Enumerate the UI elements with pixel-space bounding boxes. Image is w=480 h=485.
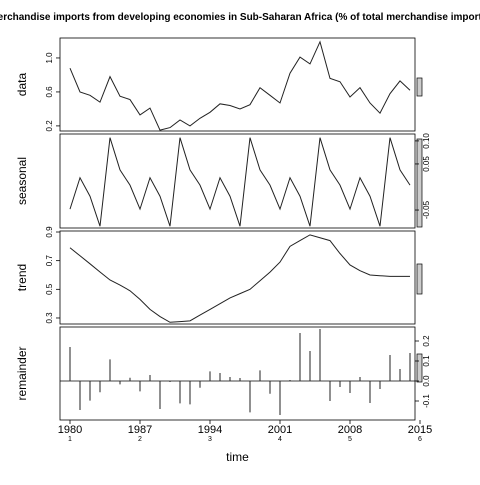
cycle-label: 3: [208, 436, 212, 443]
y-tick-label: 0.3: [45, 312, 54, 324]
y-tick-label: 0.0: [422, 375, 431, 387]
panel-frame: [59, 326, 416, 421]
scale-bar: [416, 77, 423, 97]
x-tick-label: 1994: [198, 424, 222, 436]
y-tick-label: 0.1: [422, 355, 431, 367]
x-tick-label: 2015: [408, 424, 432, 436]
y-tick-label: 0.05: [422, 156, 431, 172]
y-tick-label: 0.2: [45, 120, 54, 132]
cycle-label: 2: [138, 436, 142, 443]
y-axis-label: seasonal: [15, 157, 29, 205]
scale-bar: [416, 353, 423, 383]
panel-frame: [59, 133, 416, 229]
y-tick-label: 1.0: [45, 52, 54, 64]
scale-bar: [416, 263, 423, 295]
scale-bar: [416, 138, 423, 228]
series-line: [69, 40, 411, 131]
x-tick-label: 2001: [268, 424, 292, 436]
x-tick-label: 1980: [58, 424, 82, 436]
cycle-label: 1: [68, 436, 72, 443]
chart-title: Merchandise imports from developing econ…: [0, 12, 480, 23]
cycle-label: 4: [278, 436, 282, 443]
y-tick-label: 0.5: [45, 283, 54, 295]
cycle-label: 5: [348, 436, 352, 443]
y-tick-label: 0.7: [45, 255, 54, 267]
y-tick-label: 0.9: [45, 226, 54, 238]
x-tick-label: 2008: [338, 424, 362, 436]
y-axis-label: data: [15, 72, 29, 96]
x-axis-label: time: [226, 450, 249, 464]
panel-frame: [59, 230, 416, 325]
panel-frame: [59, 37, 416, 132]
cycle-label: 6: [418, 436, 422, 443]
y-axis-label: trend: [15, 264, 29, 291]
y-tick-label: -0.05: [422, 200, 431, 219]
series-line: [69, 234, 410, 323]
y-axis-label: remainder: [15, 346, 29, 400]
series-line: [69, 137, 411, 227]
y-tick-label: 0.10: [422, 133, 431, 149]
x-tick-label: 1987: [128, 424, 152, 436]
y-tick-label: -0.1: [422, 394, 431, 408]
y-tick-label: 0.2: [422, 335, 431, 347]
y-tick-label: 0.6: [45, 86, 54, 98]
